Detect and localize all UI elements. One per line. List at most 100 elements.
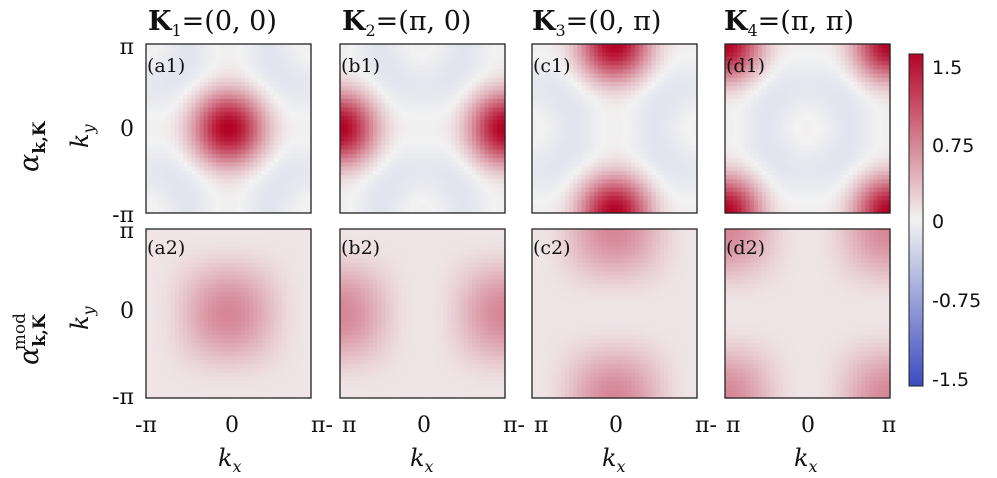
heatmap-cell: [602, 200, 607, 206]
heatmap-cell: [631, 141, 636, 146]
heatmap-cell: [389, 56, 395, 62]
heatmap-cell: [447, 158, 452, 163]
heatmap-cell: [393, 170, 399, 176]
heatmap-cell: [340, 73, 345, 79]
heatmap-cell: [556, 86, 562, 92]
heatmap-cell: [733, 158, 738, 163]
heatmap-cell: [672, 44, 677, 49]
heatmap-cell: [195, 204, 201, 210]
heatmap-cell: [406, 44, 411, 49]
heatmap-cell: [269, 86, 275, 92]
heatmap-cell: [455, 132, 461, 138]
heatmap-cell: [602, 111, 607, 117]
heatmap-cell: [228, 48, 234, 54]
heatmap-cell: [377, 170, 382, 176]
heatmap-cell: [290, 86, 296, 92]
heatmap-cell: [146, 132, 151, 138]
heatmap-cell: [548, 124, 554, 130]
heatmap-cell: [463, 107, 469, 113]
heatmap-cell: [626, 52, 632, 58]
heatmap-cell: [418, 115, 424, 121]
ytick-r2-top: π: [120, 219, 134, 244]
heatmap-cell: [290, 149, 296, 155]
heatmap-cell: [228, 208, 234, 214]
heatmap-cell: [532, 183, 537, 189]
heatmap-cell: [676, 86, 682, 92]
heatmap-cell: [228, 111, 234, 117]
heatmap-cell: [220, 111, 225, 117]
heatmap-cell: [348, 208, 353, 214]
heatmap-cell: [410, 111, 415, 117]
heatmap-cell: [265, 86, 271, 92]
heatmap-cell: [676, 128, 682, 134]
heatmap-cell: [676, 187, 682, 193]
heatmap-cell: [422, 115, 428, 121]
heatmap-cell: [150, 52, 155, 58]
heatmap-cell: [179, 183, 184, 189]
heatmap-cell: [414, 98, 419, 104]
heatmap-cell: [236, 111, 242, 117]
heatmap-cell: [643, 82, 649, 87]
heatmap-cell: [651, 128, 657, 134]
heatmap-cell: [212, 98, 217, 104]
heatmap-cell: [451, 136, 457, 142]
heatmap-cell: [294, 179, 300, 185]
heatmap-cell: [166, 73, 172, 79]
heatmap-cell: [593, 124, 599, 130]
heatmap-cell: [191, 65, 197, 70]
heatmap-cell: [356, 166, 362, 172]
heatmap-cell: [146, 141, 151, 146]
heatmap-cell: [426, 191, 432, 197]
heatmap-cell: [352, 82, 358, 87]
heatmap-cell: [593, 48, 599, 54]
heatmap-cell: [643, 69, 649, 75]
heatmap-cell: [680, 179, 686, 185]
heatmap-cell: [174, 196, 180, 201]
heatmap-cell: [199, 183, 205, 189]
heatmap-cell: [451, 132, 457, 138]
heatmap-cell: [459, 162, 465, 168]
heatmap-cell: [668, 98, 673, 104]
heatmap-cell: [278, 48, 283, 54]
heatmap-cell: [290, 115, 296, 121]
heatmap-cell: [556, 128, 562, 134]
heatmap-cell: [626, 65, 632, 70]
heatmap-cell: [463, 162, 469, 168]
heatmap-cell: [733, 191, 738, 197]
heatmap-cell: [220, 174, 225, 180]
heatmap-cell: [228, 52, 234, 58]
heatmap-cell: [492, 44, 498, 49]
heatmap-cell: [577, 94, 583, 100]
heatmap-cell: [385, 128, 391, 134]
heatmap-cell: [216, 208, 221, 214]
heatmap-cell: [360, 136, 366, 142]
heatmap-cell: [569, 145, 574, 151]
heatmap-cell: [306, 52, 312, 58]
heatmap-cell: [269, 65, 275, 70]
heatmap-cell: [340, 69, 345, 75]
heatmap-cell: [306, 204, 312, 210]
heatmap-cell: [203, 183, 209, 189]
heatmap-cell: [585, 166, 591, 172]
heatmap-cell: [261, 132, 267, 138]
heatmap-cell: [560, 90, 566, 96]
heatmap-cell: [556, 141, 562, 146]
heatmap-cell: [401, 44, 407, 49]
heatmap-cell: [261, 77, 267, 83]
heatmap-cell: [290, 136, 296, 142]
heatmap-cell: [536, 166, 541, 172]
heatmap-cell: [170, 124, 176, 130]
heatmap-cell: [187, 170, 192, 176]
heatmap-cell: [626, 98, 632, 104]
heatmap-cell: [422, 69, 428, 75]
heatmap-cell: [659, 162, 665, 168]
heatmap-cell: [496, 191, 502, 197]
heatmap-cell: [651, 141, 657, 146]
heatmap-cell: [154, 90, 159, 96]
heatmap-cell: [480, 179, 485, 185]
heatmap-cell: [183, 107, 188, 113]
heatmap-cell: [212, 204, 217, 210]
heatmap-cell: [455, 183, 461, 189]
heatmap-cell: [618, 183, 624, 189]
heatmap-cell: [146, 166, 151, 172]
